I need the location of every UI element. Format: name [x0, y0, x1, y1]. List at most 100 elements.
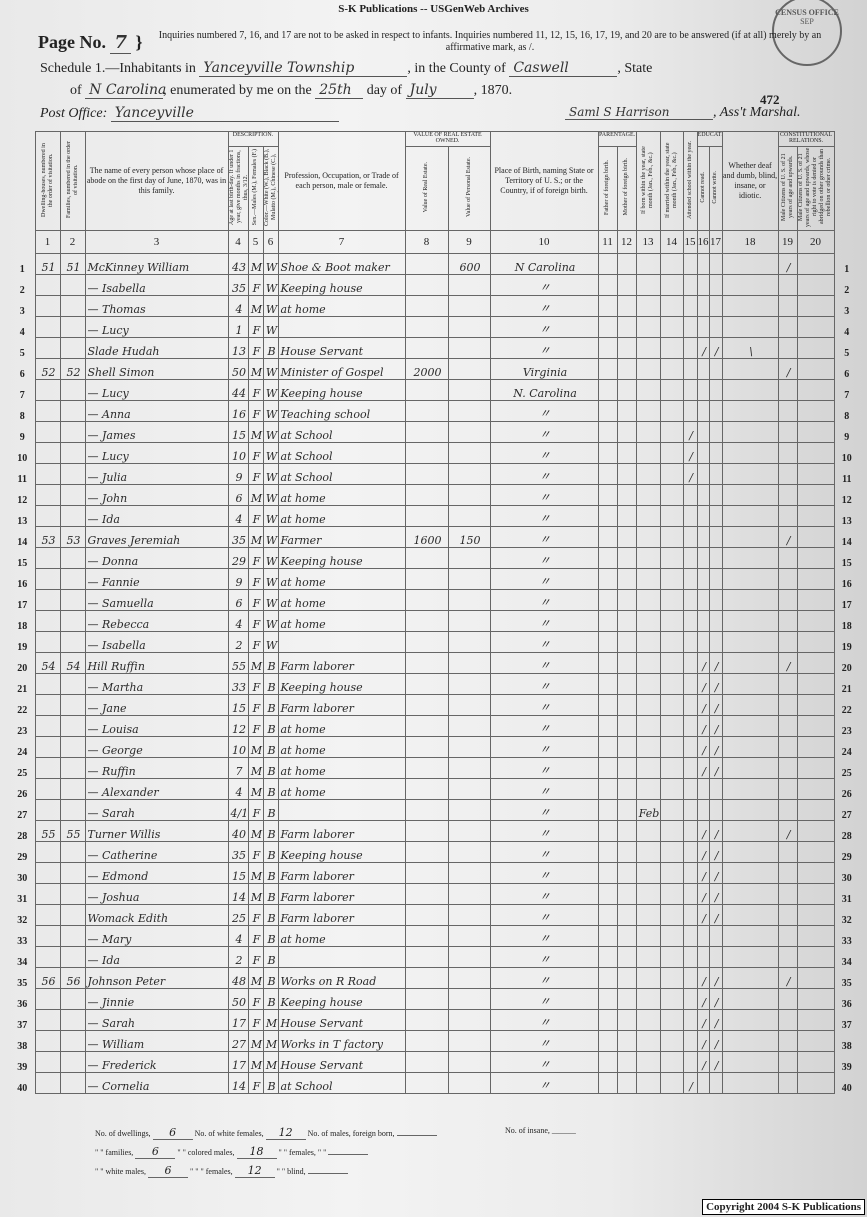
male-citizen [777, 610, 798, 632]
column-header-8: Value of Real Estate. [404, 146, 449, 231]
mother-foreign [616, 505, 637, 527]
census-row: 5 Slade Hudah 13 F B House Servant 〃 / / \ 5 [10, 337, 859, 359]
married-within-year [659, 967, 684, 989]
born-within-year [635, 715, 661, 737]
married-within-year [659, 568, 684, 590]
born-within-year [635, 421, 661, 443]
color: B [262, 799, 279, 821]
cannot-read: / [696, 904, 710, 926]
column-number-13: 13 [635, 230, 661, 254]
sex: F [247, 988, 264, 1010]
family-number [59, 484, 86, 506]
marshal-line: Saml S Harrison, Ass't Marshal. [565, 105, 801, 121]
personal-estate-value [447, 274, 491, 296]
birthplace: 〃 [489, 484, 599, 506]
dwelling-number [34, 673, 61, 695]
married-within-year [659, 358, 684, 380]
line-number: 21 [841, 683, 852, 695]
text-field: No. of males, foreign born, [307, 1129, 395, 1138]
birthplace: 〃 [489, 1030, 599, 1052]
real-estate-value [404, 274, 449, 296]
cannot-read [696, 1072, 710, 1094]
dwelling-number [34, 316, 61, 338]
personal-estate-value [447, 778, 491, 800]
text-field: 25th [315, 82, 364, 99]
attended-school [682, 505, 698, 527]
personal-estate-value [447, 484, 491, 506]
family-number [59, 421, 86, 443]
line-number: 34 [841, 956, 852, 968]
attended-school [682, 673, 698, 695]
birthplace: 〃 [489, 1051, 599, 1073]
born-within-year: Feb [635, 799, 661, 821]
line-number: 33 [841, 935, 852, 947]
disability [721, 421, 779, 443]
color: B [262, 778, 279, 800]
column-header-2: Families, numbered in the order of visit… [59, 131, 86, 231]
census-row: 30 — Edmond 15 M B Farm laborer 〃 // 30 [10, 862, 859, 884]
cannot-read [696, 778, 710, 800]
color: B [262, 925, 279, 947]
person-name: — Rebecca [84, 610, 229, 632]
census-row: 36 — Jinnie 50 F B Keeping house 〃 // 36 [10, 988, 859, 1010]
birthplace: N. Carolina [489, 379, 599, 401]
born-within-year [635, 631, 661, 653]
column-header-10: Place of Birth, naming State or Territor… [489, 131, 599, 231]
male-citizen [777, 463, 798, 485]
occupation: at home [277, 736, 406, 758]
mother-foreign [616, 421, 637, 443]
disability [721, 463, 779, 485]
father-foreign [597, 610, 618, 632]
person-name: — Fannie [84, 568, 229, 590]
vote-denied [796, 274, 835, 296]
married-within-year [659, 736, 684, 758]
attended-school [682, 736, 698, 758]
line-number: 13 [17, 515, 28, 527]
mother-foreign [616, 610, 637, 632]
married-within-year [659, 778, 684, 800]
line-number: 37 [17, 1019, 28, 1031]
disability [721, 442, 779, 464]
dwelling-number [34, 400, 61, 422]
census-row: 21 — Martha 33 F B Keeping house 〃 // 21 [10, 673, 859, 695]
father-foreign [597, 631, 618, 653]
occupation [277, 316, 406, 338]
column-header-16: Cannot read. [696, 146, 710, 231]
column-header-18: Whether deaf and dumb, blind, insane, or… [721, 131, 779, 231]
disability [721, 610, 779, 632]
person-name: — Ida [84, 505, 229, 527]
dwelling-number: 52 [34, 358, 61, 380]
married-within-year [659, 715, 684, 737]
cannot-read: / [696, 736, 710, 758]
real-estate-value [404, 1009, 449, 1031]
line-number: 7 [844, 389, 850, 401]
sex: M [247, 862, 264, 884]
father-foreign [597, 736, 618, 758]
occupation [277, 946, 406, 968]
occupation: at home [277, 568, 406, 590]
born-within-year [635, 841, 661, 863]
mother-foreign [616, 589, 637, 611]
married-within-year [659, 1051, 684, 1073]
person-name: — Louisa [84, 715, 229, 737]
personal-estate-value [447, 295, 491, 317]
line-number: 5 [19, 347, 25, 359]
person-name: — Ruffin [84, 757, 229, 779]
attended-school [682, 631, 698, 653]
father-foreign [597, 799, 618, 821]
line-number: 30 [17, 872, 28, 884]
census-row: 1 51 51 McKinney William 43 M W Shoe & Boot mak… [10, 253, 859, 275]
column-number-1: 1 [34, 230, 61, 254]
father-foreign [597, 988, 618, 1010]
mother-foreign [616, 862, 637, 884]
cannot-write [708, 421, 723, 443]
text-field: 12 [234, 1165, 275, 1178]
text-field: Page No. [38, 32, 106, 52]
text-field: N Carolina [85, 82, 166, 99]
line-number: 6 [19, 368, 25, 380]
census-row: 19 — Isabella 2 F W 〃 19 [10, 631, 859, 653]
color: W [262, 421, 279, 443]
text-field: No. of white females, [194, 1129, 264, 1138]
birthplace: 〃 [489, 967, 599, 989]
